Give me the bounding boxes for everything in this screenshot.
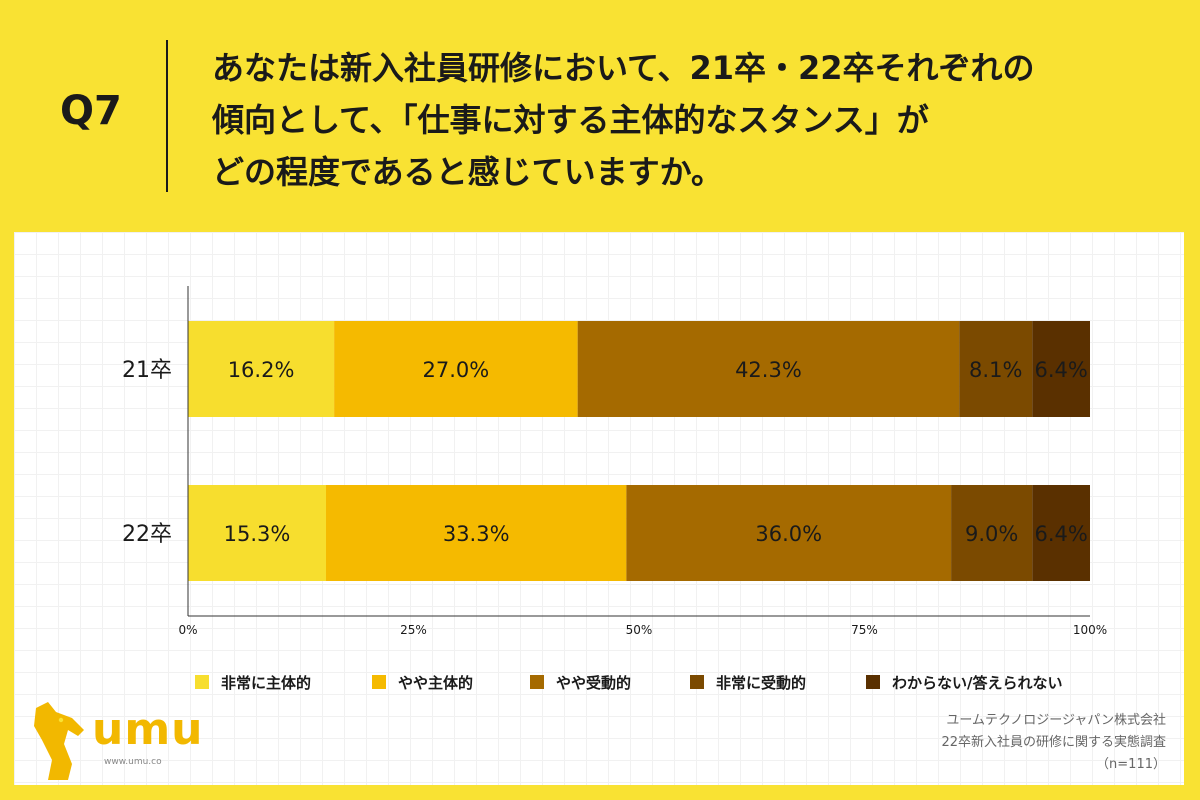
bar-segment bbox=[188, 321, 335, 417]
bar-segment bbox=[326, 485, 627, 581]
x-tick-label: 100% bbox=[1073, 623, 1107, 637]
bar-segment bbox=[1032, 485, 1090, 581]
question-divider bbox=[166, 40, 168, 192]
legend-swatch bbox=[195, 675, 209, 689]
umu-horse-logo-icon bbox=[34, 702, 84, 780]
legend-label: 非常に主体的 bbox=[221, 674, 311, 692]
question-line: あなたは新入社員研修において、21卒・22卒それぞれの bbox=[212, 49, 1035, 87]
question-line: 傾向として、「仕事に対する主体的なスタンス」が bbox=[212, 101, 929, 139]
data-label: 15.3% bbox=[224, 522, 291, 546]
data-label: 33.3% bbox=[443, 522, 510, 546]
data-label: 6.4% bbox=[1034, 522, 1087, 546]
legend-label: 非常に受動的 bbox=[716, 674, 806, 692]
data-label: 36.0% bbox=[755, 522, 822, 546]
bar-segment bbox=[951, 485, 1033, 581]
source-note: ユームテクノロジージャパン株式会社 22卒新入社員の研修に関する実態調査 （n=… bbox=[941, 710, 1166, 776]
legend-label: やや受動的 bbox=[556, 674, 631, 692]
data-label: 42.3% bbox=[735, 358, 802, 382]
data-label: 8.1% bbox=[969, 358, 1022, 382]
logo-url: www.umu.co bbox=[104, 757, 162, 767]
legend-swatch bbox=[866, 675, 880, 689]
bar-segment bbox=[1032, 321, 1090, 417]
question-line: どの程度であると感じていますか。 bbox=[212, 153, 724, 191]
logo-text: umu bbox=[92, 704, 204, 755]
source-line: 22卒新入社員の研修に関する実態調査 bbox=[941, 735, 1166, 750]
category-label: 21卒 bbox=[122, 358, 172, 383]
bar-segment bbox=[188, 485, 327, 581]
data-label: 27.0% bbox=[423, 358, 490, 382]
source-line: ユームテクノロジージャパン株式会社 bbox=[946, 713, 1166, 728]
legend-swatch bbox=[372, 675, 386, 689]
x-tick-label: 0% bbox=[178, 623, 197, 637]
x-tick-label: 25% bbox=[400, 623, 427, 637]
category-label: 22卒 bbox=[122, 522, 172, 547]
data-label: 6.4% bbox=[1034, 358, 1087, 382]
legend-label: わからない/答えられない bbox=[892, 674, 1062, 692]
question-text: あなたは新入社員研修において、21卒・22卒それぞれの 傾向として、「仕事に対す… bbox=[212, 42, 1152, 198]
bar-segment bbox=[626, 485, 952, 581]
legend-swatch bbox=[530, 675, 544, 689]
x-tick-label: 75% bbox=[851, 623, 878, 637]
bar-segment bbox=[959, 321, 1033, 417]
legend-swatch bbox=[690, 675, 704, 689]
data-label: 16.2% bbox=[228, 358, 295, 382]
x-tick-label: 50% bbox=[626, 623, 653, 637]
source-line: （n=111） bbox=[1096, 757, 1166, 772]
bar-segment bbox=[577, 321, 960, 417]
legend-label: やや主体的 bbox=[398, 674, 473, 692]
bar-segment bbox=[334, 321, 578, 417]
data-label: 9.0% bbox=[965, 522, 1018, 546]
question-number: Q7 bbox=[60, 88, 122, 134]
